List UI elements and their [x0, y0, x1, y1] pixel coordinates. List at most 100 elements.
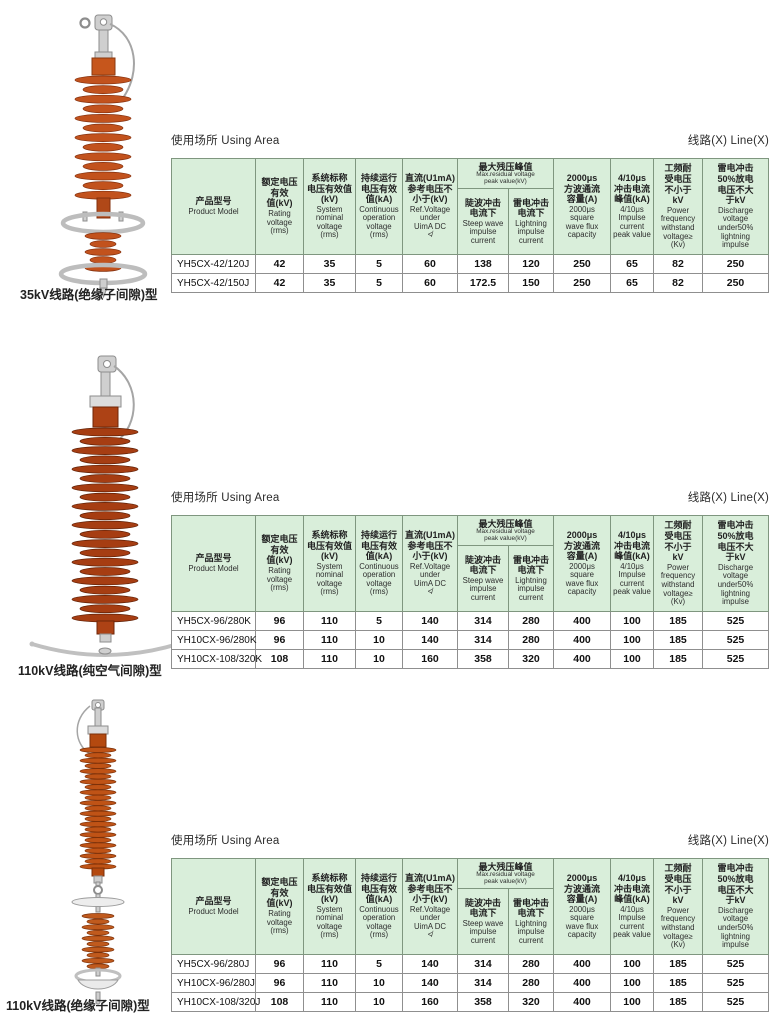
header-zh: 工频耐 受电压 不小于 kV [664, 520, 692, 563]
header-zh: 系统标称 电压有效值 (kV) [306, 872, 352, 905]
header-zh: 雷电冲击 电流下 [512, 197, 549, 219]
header-zh: 陡波冲击 电流下 [464, 197, 501, 219]
cell-product-model: YH5CX-96/280K [171, 611, 256, 631]
col-header-dc-reference-voltage: 直流(U1mA) 参考电压不 小于(kV) Ref.Voltage under … [402, 515, 458, 612]
header-en: Ref.Voltage under UimA DC ≮ [409, 561, 451, 597]
header-en: Product Model [188, 564, 239, 574]
cell-value: 5 [355, 954, 403, 974]
header-en: Power frequency withstand voltage≥ (Kv) [660, 905, 696, 950]
line-type-label: 线路(X) Line(X) [687, 135, 769, 147]
col-header-product-model: 产品型号 Product Model [171, 158, 256, 255]
header-zh: 陡波冲击 电流下 [464, 554, 501, 576]
cell-value: 400 [553, 973, 611, 993]
cell-value: 314 [457, 630, 509, 650]
cell-value: 280 [508, 611, 554, 631]
cell-value: 172.5 [457, 273, 509, 293]
col-header-continuous-operation-voltage: 持续运行 电压有效 值(kA) Continuous operation vol… [355, 158, 403, 255]
cell-value: 525 [702, 649, 769, 669]
header-en: Power frequency withstand voltage≥ (Kv) [660, 205, 696, 250]
cell-value: 400 [553, 992, 611, 1012]
col-header-steep-wave-current: 陡波冲击 电流下 Steep wave impulse current [457, 188, 509, 255]
cell-value: 35 [303, 273, 356, 293]
col-header-discharge-voltage: 雷电冲击 50%放电 电压不大 于kV Discharge voltage un… [702, 858, 769, 955]
cell-value: 525 [702, 954, 769, 974]
header-en: System nominal voltage (rms) [315, 204, 344, 240]
header-zh: 产品型号 [195, 553, 232, 564]
col-header-discharge-voltage: 雷电冲击 50%放电 电压不大 于kV Discharge voltage un… [702, 158, 769, 255]
header-zh: 持续运行 电压有效 值(kA) [360, 529, 397, 562]
cell-value: 185 [653, 611, 703, 631]
col-header-product-model: 产品型号 Product Model [171, 858, 256, 955]
table-row: YH10CX-96/280J 96 110 10 140 314 280 400 100 185 5… [171, 973, 769, 993]
table-row: YH5CX-96/280J 96 110 5 140 314 280 400 100 185 525 [171, 954, 769, 974]
cell-value: 108 [255, 649, 304, 669]
header-en: 2000μs square wave flux capacity [565, 904, 599, 940]
spec-table: 产品型号 Product Model 额定电压 有效 值(kV) Rating … [171, 158, 769, 293]
header-zh: 最大残压峰值 [478, 518, 533, 529]
cell-value: 110 [303, 611, 356, 631]
cell-value: 160 [402, 992, 458, 1012]
product-caption-35kv: 35kV线路(绝缘子间隙)型 [20, 288, 158, 302]
col-header-square-wave-capacity: 2000μs 方波通流 容量(A) 2000μs square wave flu… [553, 858, 611, 955]
header-en: Max.residual voltage peak value(kV) [476, 871, 535, 885]
cell-value: 314 [457, 954, 509, 974]
surge-arrester-image-110kv-insulator-gap [71, 699, 125, 1005]
cell-value: 250 [702, 254, 769, 274]
cell-value: 400 [553, 611, 611, 631]
product-caption-110kv-air-gap: 110kV线路(纯空气间隙)型 [18, 664, 162, 678]
cell-value: 525 [702, 992, 769, 1012]
header-en: 4/10μs Impulse current peak value [613, 204, 651, 240]
header-en: Steep wave impulse current [462, 918, 504, 945]
cell-value: 400 [553, 630, 611, 650]
cell-value: 96 [255, 611, 304, 631]
cell-value: 280 [508, 973, 554, 993]
cell-value: 150 [508, 273, 554, 293]
cell-value: 42 [255, 254, 304, 274]
col-header-system-nominal-voltage: 系统标称 电压有效值 (kV) System nominal voltage (… [303, 515, 356, 612]
col-header-lightning-current: 雷电冲击 电流下 Lightning impulse current [508, 188, 554, 255]
cell-value: 314 [457, 611, 509, 631]
header-en: Continuous operation voltage (rms) [359, 904, 399, 940]
table-body: YH5CX-96/280K 96 110 5 140 314 280 400 100 185 525… [171, 611, 769, 669]
col-header-square-wave-capacity: 2000μs 方波通流 容量(A) 2000μs square wave flu… [553, 158, 611, 255]
surge-arrester-image-110kv-air-gap [29, 355, 181, 657]
col-header-rating-voltage: 额定电压 有效 值(kV) Rating voltage (rms) [255, 515, 304, 612]
header-zh: 最大残压峰值 [478, 161, 533, 172]
cell-value: 140 [402, 954, 458, 974]
col-header-lightning-current: 雷电冲击 电流下 Lightning impulse current [508, 545, 554, 612]
table-row: YH10CX-108/320K 108 110 10 160 358 320 400 100 18… [171, 649, 769, 669]
cell-value: 140 [402, 973, 458, 993]
header-en: Product Model [188, 207, 239, 217]
section-header-row: 使用场所 Using Area 线路(X) Line(X) [171, 832, 769, 848]
header-zh: 直流(U1mA) 参考电压不 小于(kV) [404, 172, 455, 205]
col-header-steep-wave-current: 陡波冲击 电流下 Steep wave impulse current [457, 545, 509, 612]
cell-value: 100 [610, 992, 654, 1012]
header-en: 2000μs square wave flux capacity [565, 561, 599, 597]
table-row: YH5CX-42/150J 42 35 5 60 172.5 150 250 65 82 250 [171, 273, 769, 293]
table-row: YH5CX-42/120J 42 35 5 60 138 120 250 65 82 250 [171, 254, 769, 274]
header-en: Ref.Voltage under UimA DC ≮ [409, 204, 451, 240]
cell-value: 65 [610, 273, 654, 293]
cell-value: 60 [402, 254, 458, 274]
col-header-steep-wave-current: 陡波冲击 电流下 Steep wave impulse current [457, 888, 509, 955]
header-en: Discharge voltage under50% lightning imp… [717, 905, 754, 950]
spec-table: 产品型号 Product Model 额定电压 有效 值(kV) Rating … [171, 515, 769, 669]
header-en: Lightning impulse current [515, 918, 547, 945]
header-en: Rating voltage (rms) [266, 909, 293, 936]
header-en: Power frequency withstand voltage≥ (Kv) [660, 562, 696, 607]
cell-value: 10 [355, 649, 403, 669]
cell-product-model: YH10CX-96/280K [171, 630, 257, 650]
header-en: Continuous operation voltage (rms) [359, 204, 399, 240]
header-zh: 额定电压 有效 值(kV) [261, 534, 298, 566]
header-zh: 产品型号 [195, 196, 232, 207]
col-header-max-residual-voltage: 最大残压峰值 Max.residual voltage peak value(k… [457, 158, 554, 189]
header-en: System nominal voltage (rms) [315, 561, 344, 597]
table-row: YH10CX-108/320J 108 110 10 160 358 320 400 100 18… [171, 992, 769, 1012]
cell-value: 35 [303, 254, 356, 274]
cell-value: 320 [508, 992, 554, 1012]
table-body: YH5CX-42/120J 42 35 5 60 138 120 250 65 82 250 YH5C… [171, 254, 769, 293]
header-zh: 最大残压峰值 [478, 861, 533, 872]
cell-product-model: YH5CX-42/120J [171, 254, 256, 274]
cell-value: 400 [553, 954, 611, 974]
cell-value: 96 [255, 954, 304, 974]
